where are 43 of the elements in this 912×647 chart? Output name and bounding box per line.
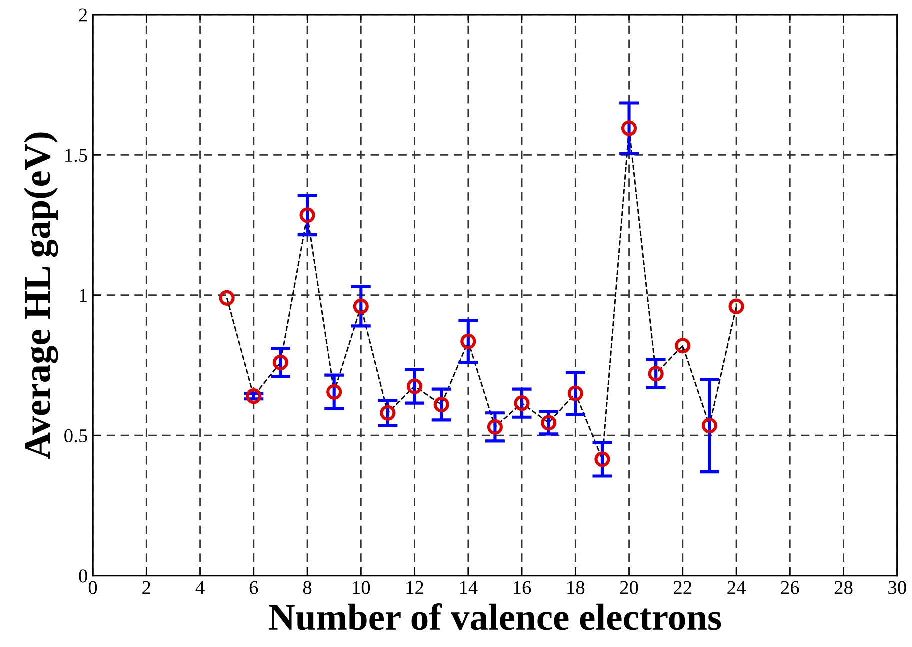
x-tick-label: 2: [142, 581, 150, 594]
y-tick-label: 0: [79, 570, 88, 583]
x-tick-label: 14: [460, 581, 478, 594]
point: [648, 366, 664, 382]
x-axis-title: Number of valence electrons: [269, 604, 722, 630]
x-tick-label: 10: [353, 581, 370, 594]
x-tick-label: 4: [196, 581, 205, 594]
point: [622, 120, 638, 136]
point: [541, 415, 557, 431]
x-tick-label: 0: [88, 581, 98, 594]
x-tick-label: 6: [250, 581, 258, 594]
y-tick-label: 1: [80, 289, 87, 302]
point: [568, 386, 584, 402]
y-tick-label: 2: [79, 8, 88, 22]
x-tick-label: 8: [303, 581, 312, 594]
point: [702, 418, 718, 434]
point: [272, 354, 288, 370]
point: [594, 452, 610, 468]
point: [514, 396, 530, 412]
x-tick-label: 28: [834, 581, 853, 594]
y-tick-label: 0.5: [64, 429, 88, 443]
point: [300, 208, 316, 224]
point: [728, 298, 744, 314]
x-tick-label: 24: [728, 581, 746, 594]
x-tick-label: 30: [888, 581, 906, 594]
point: [407, 378, 423, 394]
x-tick-label: 26: [781, 581, 800, 594]
x-tick-label: 12: [406, 581, 424, 594]
point: [219, 290, 235, 306]
point: [326, 384, 342, 400]
point: [353, 298, 369, 314]
point: [487, 419, 503, 435]
point: [460, 334, 476, 350]
y-axis-title: Average HL gap(eV): [24, 132, 58, 460]
x-tick-label: 16: [514, 581, 532, 594]
x-tick-label: 18: [568, 581, 585, 594]
point: [246, 388, 262, 404]
x-tick-label: 22: [674, 581, 692, 594]
x-tick-label: 20: [620, 581, 638, 594]
y-tick-label: 1.5: [66, 149, 88, 162]
point: [434, 396, 450, 413]
point: [380, 405, 396, 421]
point: [675, 338, 691, 354]
